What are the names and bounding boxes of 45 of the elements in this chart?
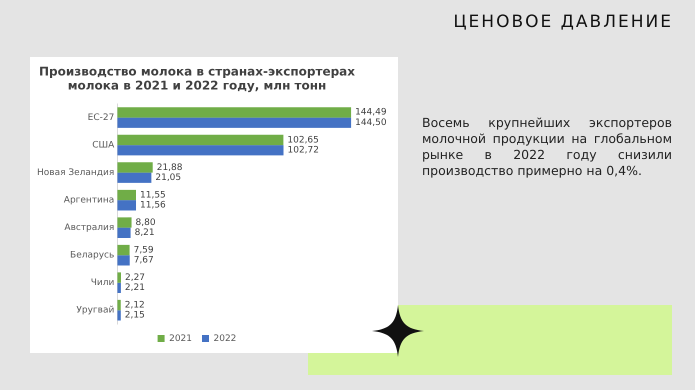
y-tick-label: Уругвай bbox=[76, 306, 114, 316]
data-label: 102,72 bbox=[288, 146, 320, 156]
y-tick-label: Беларусь bbox=[70, 250, 114, 261]
text: молока в 2021 и 2022 году, млн тонн bbox=[68, 78, 326, 93]
data-label: 21,05 bbox=[155, 173, 182, 184]
data-label: 8,80 bbox=[136, 218, 156, 228]
text: ЦЕНОВОЕ ДАВЛЕНИЕ bbox=[453, 12, 673, 32]
y-tick-label: США bbox=[92, 140, 116, 150]
data-label: 7,59 bbox=[134, 245, 154, 256]
data-label: 2,12 bbox=[124, 300, 145, 310]
data-label: 2,15 bbox=[124, 310, 145, 321]
bar bbox=[117, 228, 131, 238]
text: Производство молока в странах-экспортерах bbox=[38, 64, 356, 78]
bar bbox=[117, 282, 121, 294]
bar bbox=[117, 244, 130, 256]
y-tick-label: Австралия bbox=[64, 223, 114, 234]
legend-label: 2022 bbox=[214, 334, 236, 344]
y-tick-label: ЕС-27 bbox=[88, 112, 114, 123]
bar bbox=[117, 172, 152, 183]
bar bbox=[117, 145, 284, 156]
bar bbox=[117, 162, 153, 173]
bar bbox=[117, 107, 352, 118]
data-label: 144,49 bbox=[355, 108, 387, 118]
legend-label: 2021 bbox=[169, 334, 192, 344]
data-label: 2,27 bbox=[124, 272, 146, 283]
data-label: 11,55 bbox=[140, 190, 166, 200]
bar bbox=[117, 134, 284, 146]
y-tick-label: Новая Зеландия bbox=[36, 168, 114, 178]
bar bbox=[117, 118, 352, 128]
data-label: 7,67 bbox=[134, 256, 154, 266]
bar bbox=[117, 255, 130, 266]
data-label: 144,50 bbox=[355, 118, 387, 128]
bar bbox=[117, 200, 136, 210]
data-label: 21,88 bbox=[156, 162, 183, 173]
data-label: 102,65 bbox=[287, 135, 319, 146]
y-tick-label: Чили bbox=[90, 278, 114, 288]
bar bbox=[117, 217, 132, 228]
data-label: 8,21 bbox=[134, 228, 155, 238]
y-tick-label: Аргентина bbox=[64, 195, 114, 206]
data-label: 2,21 bbox=[124, 283, 145, 294]
text: Восемь крупнейших экспортеров молочной продукции на глобальном рынке в 2022 году снизили производство примерно на 0,4%. bbox=[422, 115, 672, 179]
bar bbox=[117, 190, 136, 200]
data-label: 11,56 bbox=[140, 200, 166, 211]
bar bbox=[117, 272, 121, 283]
bar bbox=[117, 310, 121, 321]
